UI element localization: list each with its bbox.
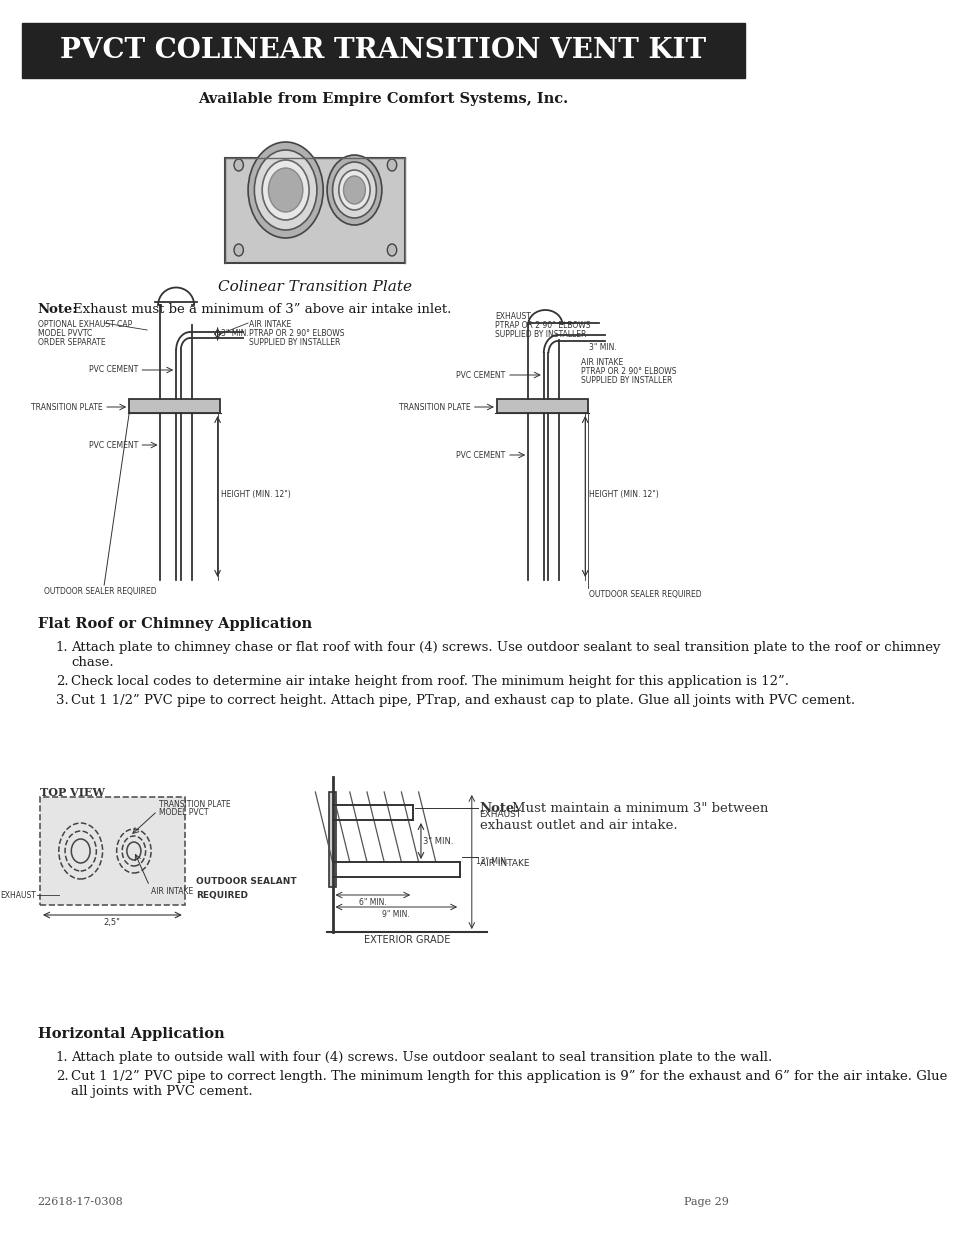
Text: AIR INTAKE: AIR INTAKE	[580, 358, 623, 367]
Text: OUTDOOR SEALANT: OUTDOOR SEALANT	[196, 877, 296, 885]
Text: PTRAP OR 2 90° ELBOWS: PTRAP OR 2 90° ELBOWS	[495, 321, 590, 330]
Bar	[22, 23, 744, 78]
Text: exhaust outlet and air intake.: exhaust outlet and air intake.	[479, 819, 677, 832]
Text: AIR INTAKE: AIR INTAKE	[151, 887, 193, 897]
Text: 3.: 3.	[55, 694, 69, 706]
Circle shape	[387, 245, 396, 256]
Text: SUPPLIED BY INSTALLER: SUPPLIED BY INSTALLER	[249, 338, 340, 347]
Text: EXHAUST: EXHAUST	[0, 890, 36, 899]
Text: MODEL PVVTC: MODEL PVVTC	[37, 329, 91, 338]
Circle shape	[233, 159, 243, 170]
Text: 2.: 2.	[55, 676, 69, 688]
Text: HEIGHT (MIN. 12"): HEIGHT (MIN. 12")	[221, 490, 291, 499]
Circle shape	[248, 142, 323, 238]
Text: SUPPLIED BY INSTALLER: SUPPLIED BY INSTALLER	[580, 375, 672, 385]
Circle shape	[262, 161, 309, 220]
Text: chase.: chase.	[71, 656, 113, 669]
Text: Check local codes to determine air intake height from roof. The minimum height f: Check local codes to determine air intak…	[71, 676, 788, 688]
Text: Page 29: Page 29	[683, 1197, 728, 1207]
Text: Flat Roof or Chimney Application: Flat Roof or Chimney Application	[37, 618, 312, 631]
Text: REQUIRED: REQUIRED	[196, 890, 248, 900]
Bar	[497, 399, 587, 412]
Text: Attach plate to outside wall with four (4) screws. Use outdoor sealant to seal t: Attach plate to outside wall with four (…	[71, 1051, 772, 1065]
Circle shape	[268, 168, 302, 212]
Text: 9" MIN.: 9" MIN.	[381, 910, 410, 919]
Text: 12" MIN.: 12" MIN.	[476, 857, 508, 867]
Bar	[329, 792, 335, 887]
Text: MODEL PVCT: MODEL PVCT	[159, 808, 208, 818]
Circle shape	[233, 245, 243, 256]
Circle shape	[333, 162, 376, 219]
Circle shape	[343, 177, 365, 204]
Circle shape	[338, 170, 370, 210]
Text: PTRAP OR 2 90° ELBOWS: PTRAP OR 2 90° ELBOWS	[249, 329, 344, 338]
Text: TRANSITION PLATE: TRANSITION PLATE	[30, 403, 103, 411]
Bar	[225, 158, 405, 263]
Text: 1.: 1.	[55, 1051, 69, 1065]
Text: Exhaust must be a minimum of 3” above air intake inlet.: Exhaust must be a minimum of 3” above ai…	[72, 303, 451, 316]
Text: PTRAP OR 2 90° ELBOWS: PTRAP OR 2 90° ELBOWS	[580, 367, 676, 375]
Text: OUTDOOR SEALER REQUIRED: OUTDOOR SEALER REQUIRED	[44, 587, 156, 597]
Circle shape	[254, 149, 316, 230]
Text: EXHAUST: EXHAUST	[479, 810, 521, 819]
Bar	[40, 797, 185, 905]
Text: Note:: Note:	[479, 802, 519, 815]
Text: Available from Empire Comfort Systems, Inc.: Available from Empire Comfort Systems, I…	[198, 91, 568, 106]
Text: EXTERIOR GRADE: EXTERIOR GRADE	[363, 935, 450, 945]
Text: Must maintain a minimum 3" between: Must maintain a minimum 3" between	[512, 802, 768, 815]
Text: TOP VIEW: TOP VIEW	[40, 787, 105, 798]
Text: PVC CEMENT: PVC CEMENT	[89, 366, 137, 374]
Text: Cut 1 1/2” PVC pipe to correct height. Attach pipe, PTrap, and exhaust cap to pl: Cut 1 1/2” PVC pipe to correct height. A…	[71, 694, 855, 706]
Text: 1.: 1.	[55, 641, 69, 655]
Text: PVC CEMENT: PVC CEMENT	[456, 451, 505, 459]
Circle shape	[327, 156, 381, 225]
Text: Colinear Transition Plate: Colinear Transition Plate	[218, 280, 412, 294]
Bar	[129, 399, 220, 412]
Text: 2,5": 2,5"	[104, 918, 120, 927]
Text: Cut 1 1/2” PVC pipe to correct length. The minimum length for this application i: Cut 1 1/2” PVC pipe to correct length. T…	[71, 1070, 946, 1083]
Text: HEIGHT (MIN. 12"): HEIGHT (MIN. 12")	[589, 490, 659, 499]
Text: 3" MIN.: 3" MIN.	[221, 330, 249, 338]
Text: Note:: Note:	[37, 303, 78, 316]
Text: TRANSITION PLATE: TRANSITION PLATE	[159, 800, 231, 809]
Text: PVC CEMENT: PVC CEMENT	[89, 441, 137, 450]
Text: Horizontal Application: Horizontal Application	[37, 1028, 224, 1041]
Text: 6" MIN.: 6" MIN.	[358, 898, 386, 906]
Text: OUTDOOR SEALER REQUIRED: OUTDOOR SEALER REQUIRED	[589, 590, 701, 599]
Text: 2.: 2.	[55, 1070, 69, 1083]
Circle shape	[387, 159, 396, 170]
Text: AIR INTAKE: AIR INTAKE	[479, 860, 529, 868]
Text: AIR INTAKE: AIR INTAKE	[249, 320, 291, 329]
Text: 3" MIN.: 3" MIN.	[589, 342, 617, 352]
Text: OPTIONAL EXHAUST CAP: OPTIONAL EXHAUST CAP	[37, 320, 132, 329]
Text: EXHAUST: EXHAUST	[495, 312, 531, 321]
Text: ORDER SEPARATE: ORDER SEPARATE	[37, 338, 105, 347]
Text: TRANSITION PLATE: TRANSITION PLATE	[398, 403, 470, 411]
Text: PVCT COLINEAR TRANSITION VENT KIT: PVCT COLINEAR TRANSITION VENT KIT	[60, 37, 706, 63]
Text: all joints with PVC cement.: all joints with PVC cement.	[71, 1086, 253, 1098]
Text: PVC CEMENT: PVC CEMENT	[456, 370, 505, 379]
Text: 3" MIN.: 3" MIN.	[423, 836, 454, 846]
Text: Attach plate to chimney chase or flat roof with four (4) screws. Use outdoor sea: Attach plate to chimney chase or flat ro…	[71, 641, 940, 655]
Text: SUPPLIED BY INSTALLER: SUPPLIED BY INSTALLER	[495, 330, 586, 338]
Text: 22618-17-0308: 22618-17-0308	[37, 1197, 123, 1207]
